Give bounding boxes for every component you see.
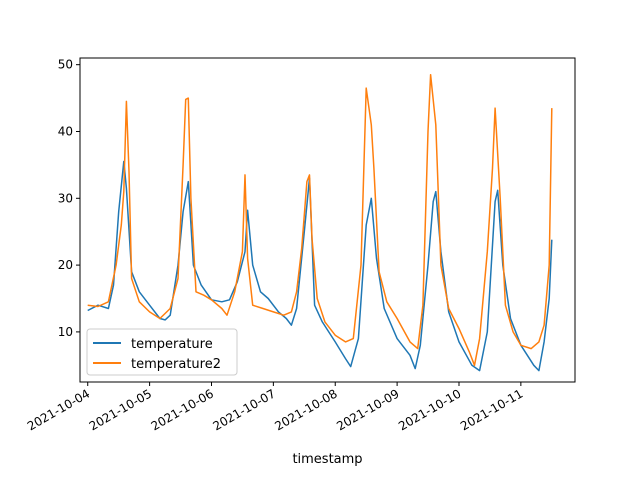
x-tick-label: 2021-10-04 [25,386,92,433]
x-tick-label: 2021-10-07 [210,386,277,433]
axes-frame [79,57,576,383]
x-tick-label: 2021-10-09 [334,386,401,433]
x-tick-label: 2021-10-11 [458,386,525,433]
x-tick-label: 2021-10-05 [87,386,154,433]
x-axis: 2021-10-042021-10-052021-10-062021-10-07… [25,382,525,433]
x-tick-label: 2021-10-06 [149,386,216,433]
series-layer [87,73,553,372]
y-tick-label: 20 [58,258,73,272]
legend-box [86,328,238,376]
y-tick-label: 10 [58,325,73,339]
y-tick-label: 40 [58,124,73,138]
x-tick-label: 2021-10-08 [272,386,339,433]
y-tick-label: 50 [58,58,73,72]
series-line-temperature2 [87,73,553,367]
y-axis: 10 20 30 40 50 [58,58,80,339]
x-axis-label: timestamp [292,452,362,467]
legend: temperature temperature2 [86,328,238,376]
legend-label-temperature: temperature [131,337,213,352]
legend-label-temperature2: temperature2 [131,357,221,372]
y-tick-label: 30 [58,191,73,205]
x-tick-label: 2021-10-10 [396,386,463,433]
